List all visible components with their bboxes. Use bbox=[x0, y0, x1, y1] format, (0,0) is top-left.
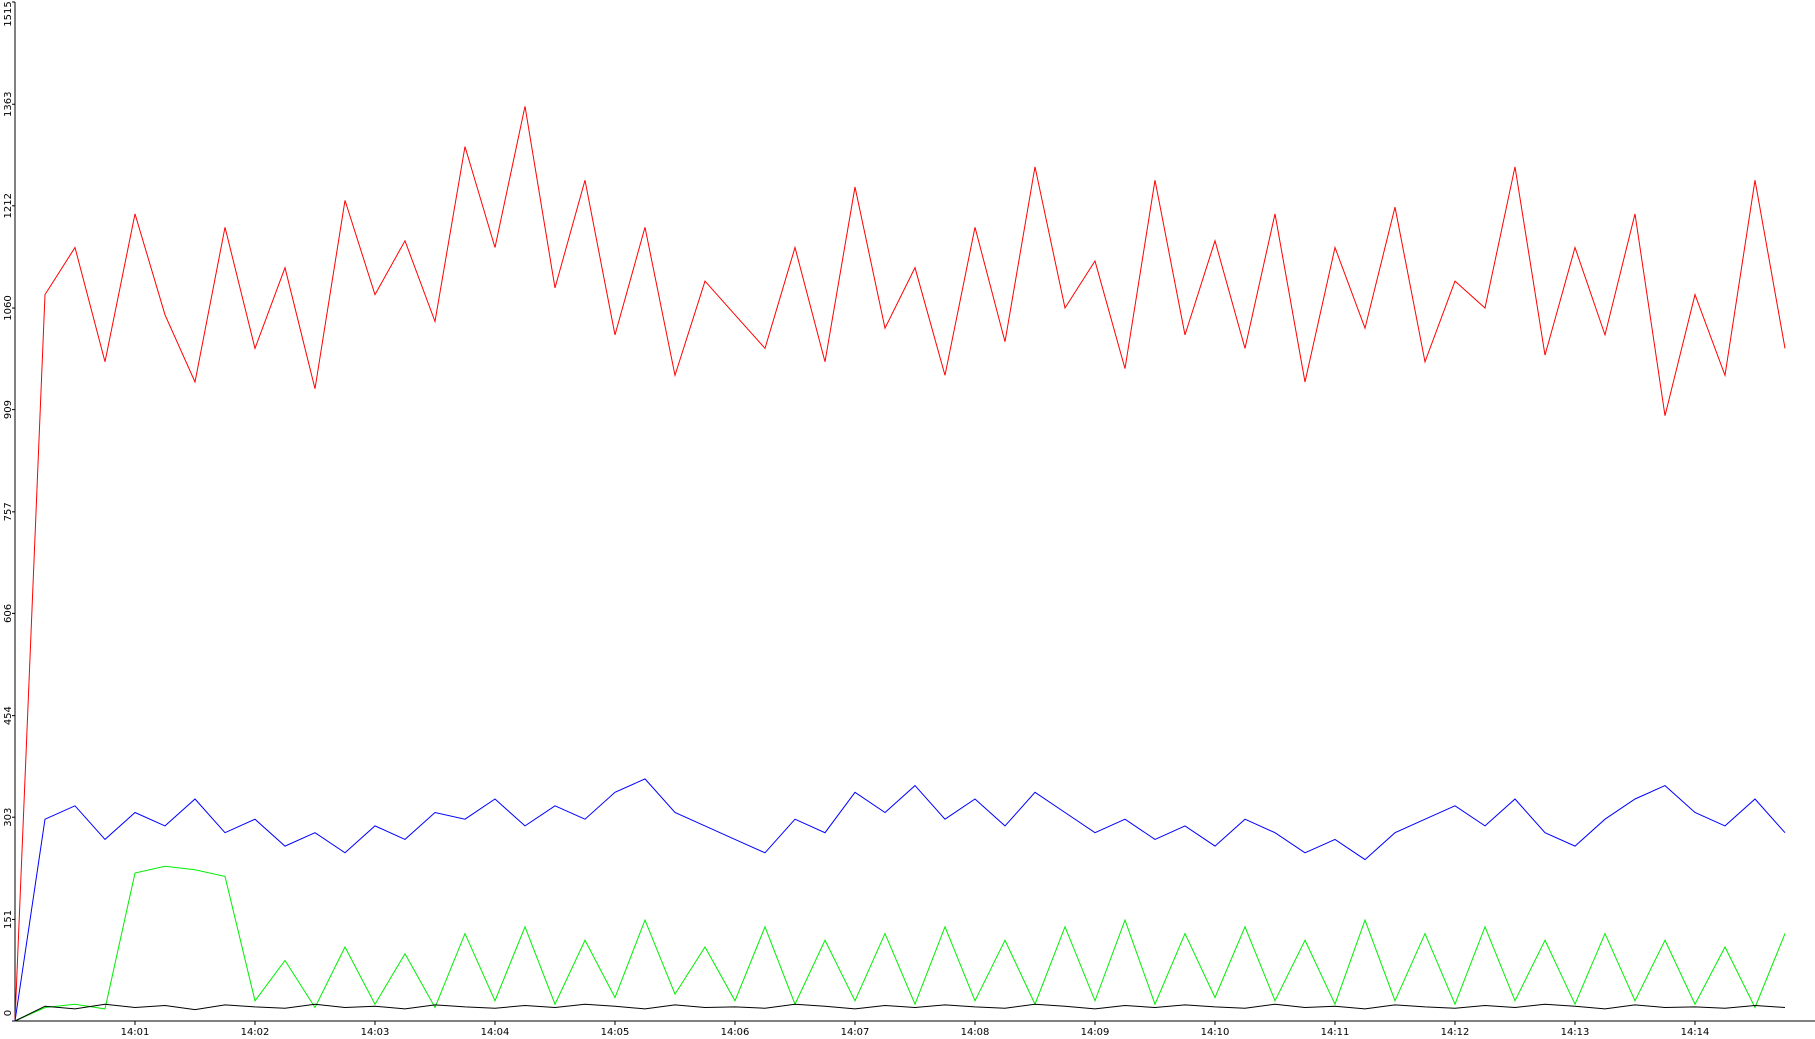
y-tick-label: 303 bbox=[3, 808, 14, 827]
y-tick-label: 1363 bbox=[3, 92, 14, 117]
y-tick-label: 1212 bbox=[3, 193, 14, 218]
x-tick-label: 14:12 bbox=[1441, 1027, 1470, 1038]
x-tick-label: 14:11 bbox=[1321, 1027, 1350, 1038]
x-tick-label: 14:04 bbox=[481, 1027, 510, 1038]
y-tick-label: 606 bbox=[3, 604, 14, 623]
series-line bbox=[14, 778, 1786, 1022]
x-tick-label: 14:01 bbox=[121, 1027, 150, 1038]
x-tick-label: 14:02 bbox=[241, 1027, 270, 1038]
series-line bbox=[14, 1003, 1786, 1022]
x-tick-label: 14:07 bbox=[841, 1027, 870, 1038]
x-tick-label: 14:13 bbox=[1561, 1027, 1590, 1038]
y-tick-label: 151 bbox=[3, 910, 14, 929]
x-tick-label: 14:10 bbox=[1201, 1027, 1230, 1038]
y-tick-label: 909 bbox=[3, 400, 14, 419]
x-tick-label: 14:08 bbox=[961, 1027, 990, 1038]
x-tick-label: 14:14 bbox=[1681, 1027, 1710, 1038]
y-tick-label: 454 bbox=[3, 706, 14, 725]
x-tick-label: 14:09 bbox=[1081, 1027, 1110, 1038]
y-tick-label: 1060 bbox=[3, 295, 14, 320]
y-tick-label: 757 bbox=[3, 502, 14, 521]
x-tick-label: 14:05 bbox=[601, 1027, 630, 1038]
series-line bbox=[14, 106, 1786, 1022]
y-tick-label: 1515 bbox=[3, 1, 14, 26]
x-tick-label: 14:06 bbox=[721, 1027, 750, 1038]
series-line bbox=[14, 865, 1786, 1022]
y-tick-label: 0 bbox=[3, 1010, 14, 1016]
x-tick-label: 14:03 bbox=[361, 1027, 390, 1038]
